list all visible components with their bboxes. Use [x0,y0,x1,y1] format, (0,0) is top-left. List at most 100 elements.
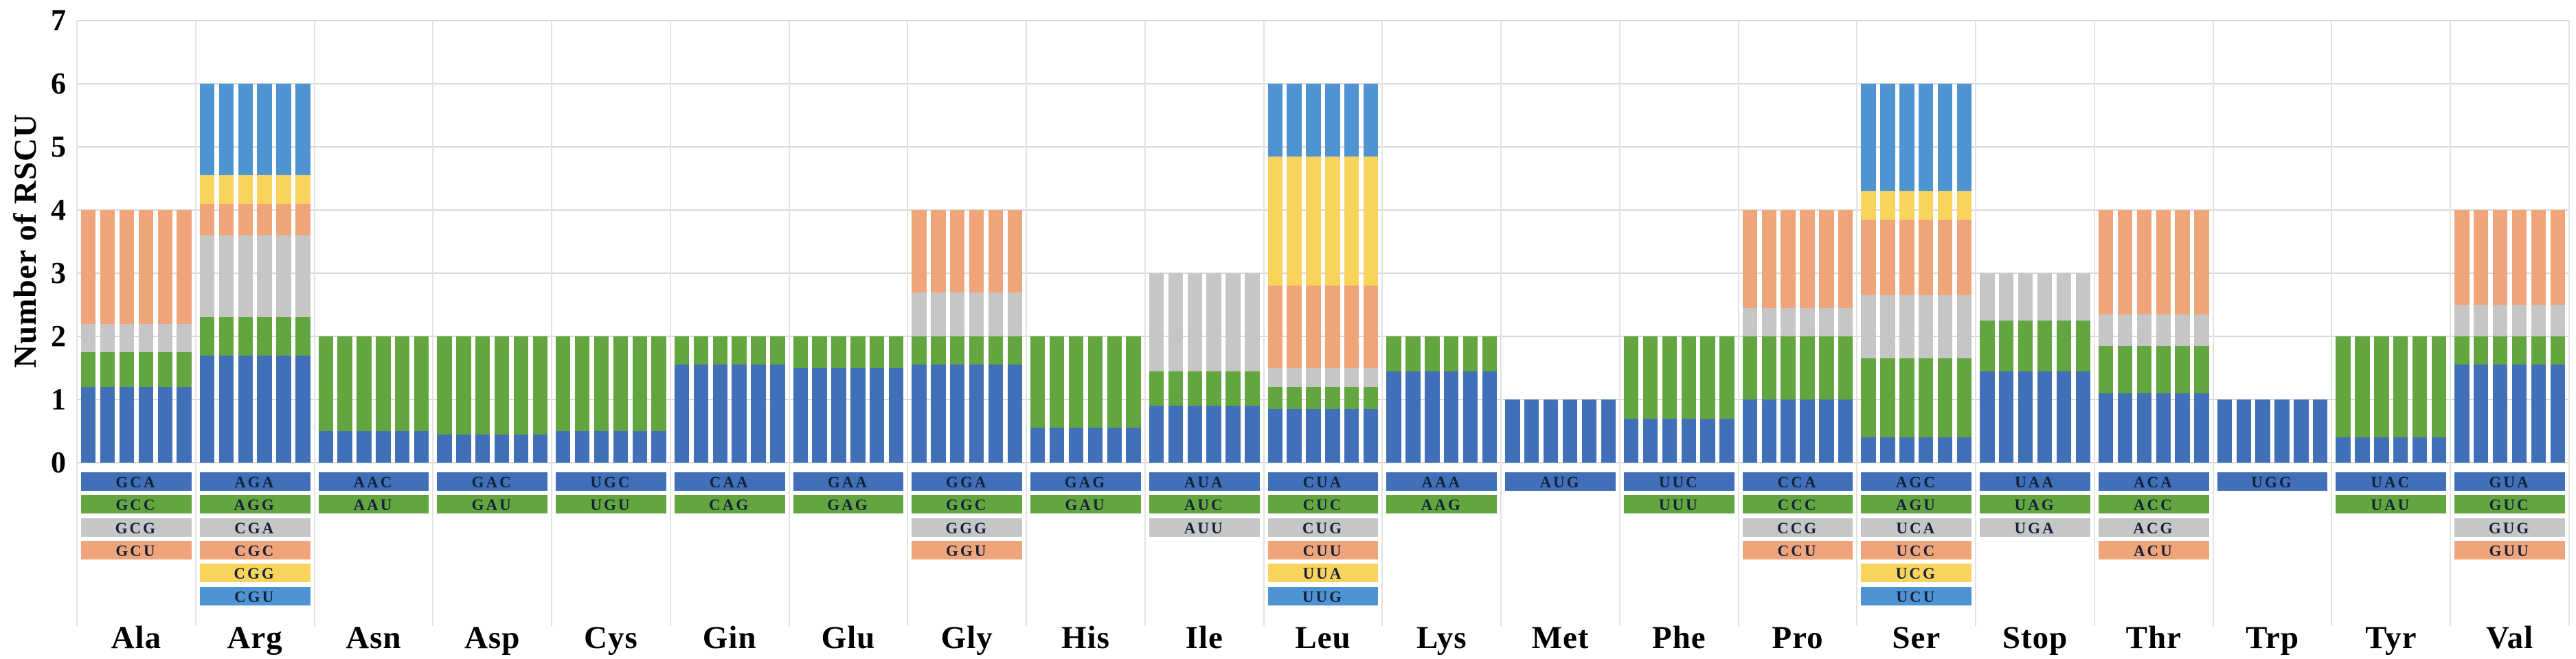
bar-segment-ACU [2136,210,2152,314]
bar-segment-CUU [1344,286,1359,369]
amino-acid-label-phe: Phe [1651,620,1706,656]
codon-cell-GCU: GCU [81,540,192,559]
stacked-bar [1030,336,1046,463]
bar-segment-CUG [1267,368,1283,387]
bar-segment-GAG [1087,428,1103,463]
bar-segment-CCA [1838,400,1853,463]
codon-cell-CGC: CGC [199,540,310,559]
bar-segment-GUA [2531,365,2546,463]
bar-segment-UGU [556,336,571,431]
bar-segment-ACA [2098,393,2114,463]
bar-segment-AAA [1444,371,1459,463]
bar-segment-UCU [1937,84,1953,192]
bars-area [2454,21,2565,463]
codon-cell-CUA: CUA [1267,472,1379,491]
bar-segment-UCG [1880,191,1895,220]
bar-segment-UGC [651,431,666,463]
stacked-bar [1168,273,1184,463]
bar-segment-UCU [1899,84,1914,192]
stacked-bar [2412,336,2428,463]
stacked-bar [257,84,272,463]
bar-segment-UUU [1719,336,1735,419]
bar-segment-GGU [912,210,927,292]
stacked-bar [1980,273,1995,463]
bar-segment-CGG [238,175,253,204]
bar-segment-UGG [2274,400,2290,463]
bar-segment-GAU [437,336,452,435]
codon-cell-CUC: CUC [1267,495,1379,514]
bar-segment-UGG [2255,400,2270,463]
bar-segment-AGG [238,317,253,356]
codon-cell-GAG: GAG [1030,472,1141,491]
bar-segment-GAG [1049,428,1065,463]
bar-segment-AGU [1899,358,1914,438]
bar-segment-CGU [218,84,234,176]
stacked-bar [870,336,885,463]
bar-segment-CGC [295,203,310,235]
bar-segment-UUG [1325,84,1340,157]
stacked-bar [651,336,666,463]
codon-cell-CCA: CCA [1742,472,1853,491]
bar-segment-CCG [1761,308,1776,336]
codon-cell-CUU: CUU [1267,540,1379,559]
group-separator [1975,21,1977,626]
amino-acid-label-cys: Cys [584,620,638,656]
bar-segment-ACU [2156,210,2171,314]
bar-segment-CAA [751,365,766,463]
bars-area [1861,21,1972,463]
bar-segment-AUG [1562,400,1578,463]
bar-segment-GAC [532,434,548,463]
bar-segment-ACC [2117,345,2133,393]
bar-segment-CUC [1287,386,1302,409]
bar-segment-AGU [1880,358,1895,438]
bar-segment-AGC [1937,437,1953,463]
stacked-bar [1444,336,1459,463]
bar-segment-UUC [1642,418,1658,463]
gridline-y-1 [77,399,2569,400]
bar-segment-GGA [931,365,946,463]
stacked-bar [494,336,510,463]
bar-segment-CCA [1800,400,1815,463]
bar-segment-CUG [1363,368,1379,387]
stacked-bar [395,336,410,463]
stacked-bar [218,84,234,463]
bar-segment-CAA [712,365,727,463]
stacked-bar [199,84,215,463]
bar-segment-CCU [1761,210,1776,308]
stacked-bar [1919,84,1934,463]
bar-segment-CAA [732,365,747,463]
bar-segment-GAG [831,336,846,368]
bar-segment-AGA [276,355,291,463]
group-separator [76,21,78,626]
amino-acid-label-ala: Ala [111,620,162,656]
bar-segment-GGG [912,292,927,337]
stacked-bar [1049,336,1065,463]
bar-segment-AAC [376,431,391,463]
stacked-bar [2294,400,2309,463]
bars-area [674,21,785,463]
bar-segment-UAG [1980,321,1995,371]
bar-segment-AUC [1206,371,1221,406]
bar-segment-UUA [1267,156,1283,286]
stacked-bar [177,210,192,463]
bar-segment-UUG [1306,84,1321,157]
codon-cell-UUU: UUU [1623,495,1735,514]
bar-segment-ACA [2117,393,2133,463]
amino-acid-label-asn: Asn [346,620,402,656]
y-tick-label: 1 [51,382,66,416]
bar-segment-AUC [1245,371,1260,406]
codon-cell-UUA: UUA [1267,564,1379,583]
bar-segment-UCU [1861,84,1876,192]
bar-segment-GCU [119,210,135,324]
stacked-bar [1781,210,1796,463]
stacked-bar [888,336,904,463]
bar-segment-GUG [2531,305,2546,337]
codon-cell-GGA: GGA [912,472,1023,491]
bar-segment-ACA [2175,393,2190,463]
stacked-bar [1287,84,1302,463]
codon-cell-CAG: CAG [674,495,785,514]
bar-segment-AUA [1206,406,1221,463]
codon-cell-UAG: UAG [1980,495,2090,514]
bar-segment-ACC [2136,345,2152,393]
y-tick-label: 3 [51,256,66,290]
